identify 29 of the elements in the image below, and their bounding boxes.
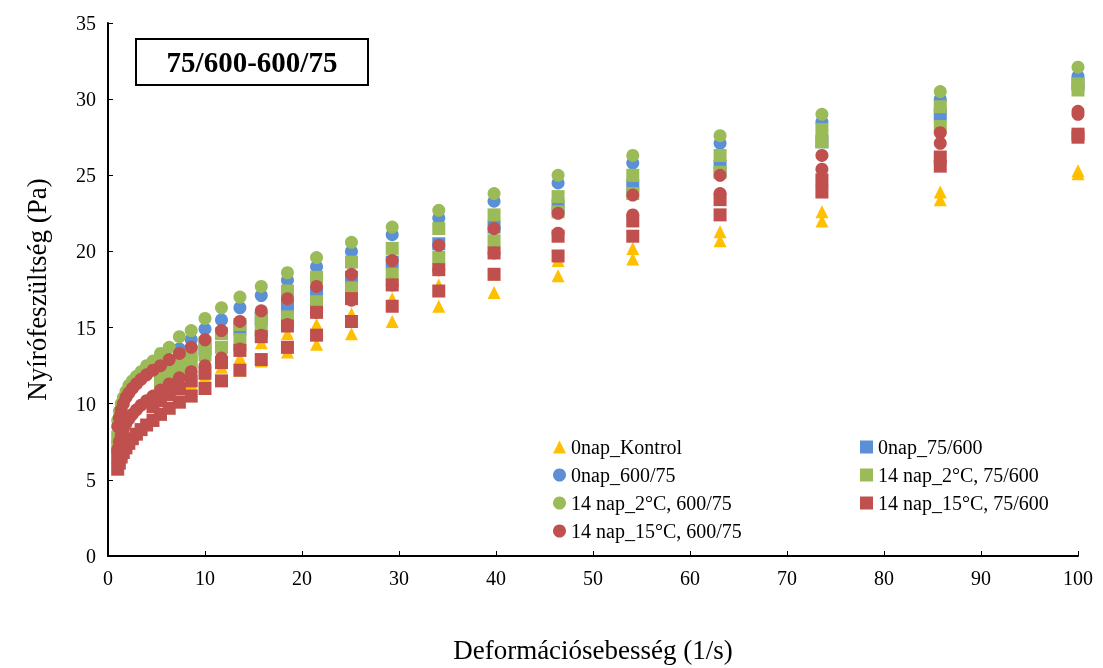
x-tick-label: 90 [971,567,991,589]
legend-label: 0nap_Kontrol [571,436,683,459]
x-tick-label: 10 [195,567,215,589]
x-tick-label: 30 [389,567,409,589]
legend-label: 0nap_600/75 [571,464,676,487]
x-tick-label: 100 [1063,567,1093,589]
y-tick-label: 20 [76,240,96,263]
legend-label: 14 nap_15°C, 75/600 [878,492,1049,515]
y-tick-label: 5 [86,468,96,491]
legend-label: 0nap_75/600 [878,436,983,459]
y-tick-label: 15 [76,316,96,339]
legend-label: 14 nap_15°C, 600/75 [571,520,742,543]
text: 75/600-600/75 [166,46,338,78]
y-tick-label: 30 [76,88,96,111]
x-tick-label: 80 [874,567,894,589]
y-tick-label: 35 [76,12,96,34]
x-axis-title: Deformációsebesség (1/s) [453,634,733,665]
y-axis-title: Nyírófeszültség (Pa) [21,178,52,401]
legend-label: 14 nap_2°C, 75/600 [878,464,1039,487]
x-tick-label: 70 [777,567,797,589]
legend-label: 14 nap_2°C, 600/75 [571,492,732,515]
x-tick-label: 50 [583,567,603,589]
x-tick-label: 20 [292,567,312,589]
y-tick-label: 25 [76,164,96,187]
x-tick-label: 0 [103,567,113,589]
x-tick-label: 60 [680,567,700,589]
y-tick-label: 0 [86,545,96,567]
y-tick-label: 10 [76,392,96,415]
x-tick-label: 40 [486,567,506,589]
